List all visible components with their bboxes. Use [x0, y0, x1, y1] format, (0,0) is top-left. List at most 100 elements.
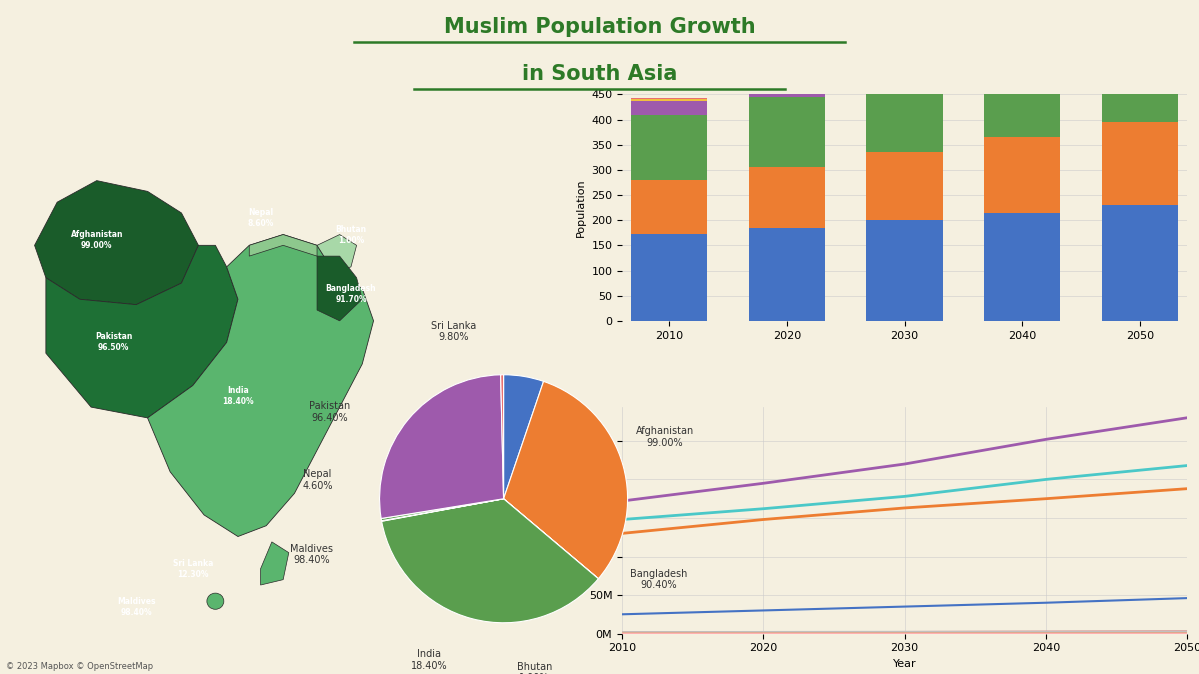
- Polygon shape: [260, 542, 289, 585]
- Bar: [1102, 39, 1179, 122]
- Bar: [631, 101, 707, 115]
- Bar: [748, 81, 825, 97]
- Afghanistan: [897, 603, 911, 611]
- Bhutan: [897, 630, 911, 638]
- Line: Bangladesh: Bangladesh: [622, 466, 1187, 520]
- Bangladesh: [897, 492, 911, 500]
- Text: Pakistan
96.50%: Pakistan 96.50%: [95, 332, 132, 353]
- Nepal: [757, 628, 771, 636]
- Maldives: [615, 630, 629, 638]
- Wedge shape: [504, 375, 543, 499]
- Pakistan: [1038, 495, 1053, 503]
- Afghanistan: [757, 607, 771, 615]
- Bangladesh: [1038, 475, 1053, 483]
- Circle shape: [207, 593, 224, 609]
- Wedge shape: [501, 375, 504, 499]
- Bhutan: [757, 630, 771, 638]
- Text: Bhutan
1.00%: Bhutan 1.00%: [517, 662, 553, 674]
- Wedge shape: [504, 381, 627, 579]
- Bar: [748, 77, 825, 78]
- Text: Pakistan
96.40%: Pakistan 96.40%: [309, 401, 350, 423]
- Text: Nepal
4.60%: Nepal 4.60%: [302, 469, 333, 491]
- Bar: [867, 55, 942, 59]
- Maldives: [897, 629, 911, 637]
- Afghanistan: [1180, 594, 1194, 602]
- India: [1038, 435, 1053, 443]
- Bar: [1102, 13, 1179, 17]
- Y-axis label: Population: Population: [566, 491, 576, 549]
- Text: Sri Lanka
12.30%: Sri Lanka 12.30%: [173, 559, 213, 579]
- Polygon shape: [46, 245, 237, 418]
- Bhutan: [1180, 630, 1194, 638]
- Bar: [1102, 122, 1179, 205]
- Text: in South Asia: in South Asia: [522, 64, 677, 84]
- Text: Maldives
98.40%: Maldives 98.40%: [118, 596, 156, 617]
- Bhutan: [1038, 630, 1053, 638]
- Bar: [631, 99, 707, 101]
- Bar: [631, 115, 707, 181]
- Text: Muslim Population Growth: Muslim Population Growth: [444, 17, 755, 37]
- Nepal: [897, 628, 911, 636]
- Bar: [748, 228, 825, 321]
- Bar: [867, 77, 942, 152]
- Wedge shape: [381, 499, 598, 623]
- Text: Maldives
98.40%: Maldives 98.40%: [290, 544, 333, 565]
- Y-axis label: Population: Population: [576, 179, 585, 237]
- India: [1180, 414, 1194, 422]
- Bangladesh: [615, 516, 629, 524]
- Line: India: India: [622, 418, 1187, 501]
- Wedge shape: [381, 499, 504, 521]
- India: [615, 497, 629, 505]
- Line: Afghanistan: Afghanistan: [622, 598, 1187, 614]
- Maldives: [1180, 629, 1194, 637]
- Nepal: [1038, 627, 1053, 636]
- Afghanistan: [1038, 599, 1053, 607]
- Pakistan: [1180, 485, 1194, 493]
- Pakistan: [757, 516, 771, 524]
- Text: Bangladesh
90.40%: Bangladesh 90.40%: [629, 569, 687, 590]
- Polygon shape: [147, 235, 374, 537]
- Bar: [748, 78, 825, 81]
- Text: Nepal
8.60%: Nepal 8.60%: [247, 208, 273, 228]
- Bar: [1102, 17, 1179, 39]
- Pakistan: [615, 529, 629, 537]
- Bar: [631, 235, 707, 321]
- India: [757, 479, 771, 487]
- Polygon shape: [35, 181, 198, 305]
- Polygon shape: [317, 235, 356, 272]
- Bar: [984, 137, 1060, 213]
- Pakistan: [897, 504, 911, 512]
- Text: Bangladesh
91.70%: Bangladesh 91.70%: [326, 284, 376, 304]
- Sri Lanka: [615, 628, 629, 636]
- Text: Afghanistan
99.00%: Afghanistan 99.00%: [71, 230, 123, 250]
- Wedge shape: [380, 375, 504, 518]
- Bar: [984, 38, 1060, 57]
- Polygon shape: [249, 235, 317, 256]
- Sri Lanka: [1180, 627, 1194, 636]
- Sri Lanka: [757, 628, 771, 636]
- India: [897, 460, 911, 468]
- Nepal: [615, 628, 629, 636]
- Bar: [748, 167, 825, 228]
- Bar: [984, 32, 1060, 34]
- Bar: [984, 213, 1060, 321]
- Afghanistan: [615, 610, 629, 618]
- X-axis label: Year: Year: [893, 659, 916, 669]
- Bar: [631, 181, 707, 235]
- Bangladesh: [757, 505, 771, 513]
- Bangladesh: [1180, 462, 1194, 470]
- Bar: [984, 57, 1060, 137]
- Bar: [867, 59, 942, 77]
- Wedge shape: [504, 499, 598, 579]
- Maldives: [1038, 629, 1053, 637]
- Line: Pakistan: Pakistan: [622, 489, 1187, 533]
- Sri Lanka: [1038, 627, 1053, 636]
- Bhutan: [615, 630, 629, 638]
- Text: Afghanistan
99.00%: Afghanistan 99.00%: [635, 426, 694, 448]
- Wedge shape: [381, 499, 504, 521]
- Sri Lanka: [897, 627, 911, 636]
- Bar: [748, 97, 825, 167]
- Nepal: [1180, 627, 1194, 636]
- Maldives: [757, 630, 771, 638]
- Text: Sri Lanka
9.80%: Sri Lanka 9.80%: [432, 321, 476, 342]
